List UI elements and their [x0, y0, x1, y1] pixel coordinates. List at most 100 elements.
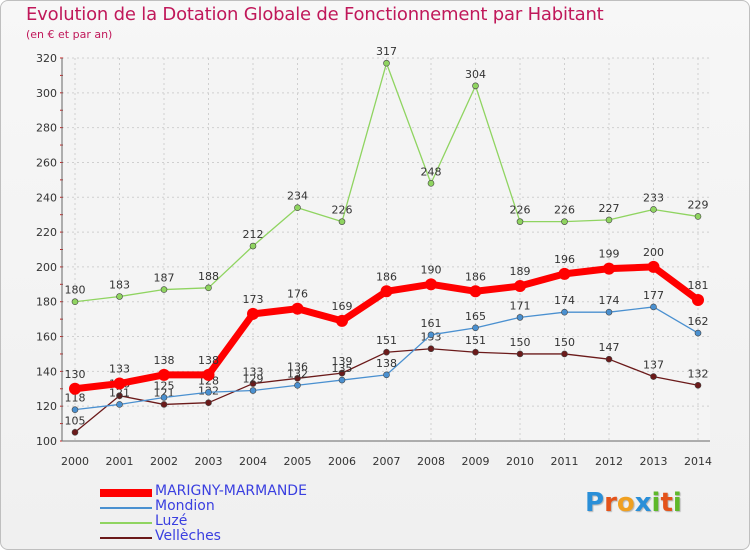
- logo-letter: i: [651, 488, 661, 518]
- data-point: [650, 206, 657, 213]
- legend-label: Vellèches: [155, 528, 221, 544]
- data-label: 125: [154, 379, 175, 392]
- data-label: 118: [65, 392, 86, 405]
- data-point: [338, 376, 346, 384]
- data-label: 138: [198, 354, 219, 367]
- data-point: [647, 260, 660, 273]
- chart-subtitle: (en € et par an): [26, 28, 113, 41]
- data-point: [692, 293, 704, 306]
- data-label: 162: [688, 315, 709, 328]
- logo-letter: x: [634, 488, 652, 518]
- data-point: [160, 394, 168, 401]
- legend-swatch: [100, 522, 152, 524]
- data-point: [603, 262, 615, 275]
- data-label: 174: [554, 294, 575, 307]
- y-tick-label: 120: [36, 400, 57, 413]
- data-label: 199: [599, 248, 620, 261]
- data-point: [336, 314, 348, 327]
- data-label: 176: [287, 288, 308, 301]
- x-tick-label: 2003: [195, 455, 223, 468]
- data-label: 183: [109, 279, 130, 292]
- x-tick-label: 2004: [239, 455, 267, 468]
- y-tick-label: 160: [36, 331, 57, 344]
- data-label: 151: [465, 334, 486, 347]
- data-point: [71, 428, 79, 436]
- data-point: [558, 267, 571, 280]
- data-point: [69, 382, 81, 395]
- data-label: 248: [421, 165, 442, 178]
- data-label: 133: [109, 363, 130, 376]
- data-label: 226: [554, 204, 575, 217]
- data-point: [383, 371, 390, 379]
- y-tick-label: 240: [36, 191, 57, 204]
- data-label: 229: [688, 198, 709, 211]
- data-point: [291, 302, 304, 315]
- data-label: 139: [332, 355, 353, 368]
- data-label: 133: [243, 366, 264, 379]
- y-tick-label: 320: [36, 52, 57, 65]
- data-label: 130: [65, 368, 86, 381]
- data-label: 173: [243, 293, 264, 306]
- data-label: 200: [643, 246, 664, 259]
- data-point: [472, 348, 479, 356]
- data-point: [425, 278, 437, 291]
- data-label: 317: [376, 45, 397, 58]
- data-point: [202, 368, 215, 381]
- data-point: [472, 324, 479, 332]
- data-point: [380, 285, 393, 298]
- data-point: [650, 373, 657, 380]
- legend-label: Luzé: [155, 513, 188, 529]
- x-tick-label: 2014: [684, 455, 712, 468]
- x-tick-label: 2013: [640, 455, 668, 468]
- data-label: 190: [421, 263, 442, 276]
- data-label: 186: [376, 270, 397, 283]
- data-label: 150: [510, 336, 531, 349]
- data-point: [249, 380, 257, 387]
- x-tick-label: 2007: [373, 455, 401, 468]
- data-point: [605, 355, 613, 363]
- x-tick-label: 2012: [595, 455, 623, 468]
- data-point: [249, 242, 257, 250]
- data-label: 121: [109, 386, 130, 399]
- data-point: [205, 399, 212, 407]
- data-point: [561, 308, 568, 316]
- data-point: [247, 307, 259, 320]
- x-tick-label: 2010: [506, 455, 534, 468]
- logo-letter: o: [616, 488, 635, 518]
- data-label: 132: [688, 367, 709, 380]
- x-tick-label: 2011: [551, 455, 579, 468]
- data-point: [516, 314, 524, 321]
- x-tick-label: 2009: [462, 455, 490, 468]
- legend-swatch: [100, 489, 152, 497]
- data-label: 181: [688, 279, 709, 292]
- data-label: 135: [332, 362, 353, 375]
- data-point: [561, 218, 568, 225]
- data-point: [294, 375, 301, 382]
- y-tick-label: 200: [36, 261, 57, 274]
- y-tick-label: 220: [36, 226, 57, 239]
- logo-letter: i: [672, 488, 682, 518]
- logo-letter: t: [660, 488, 673, 518]
- data-point: [514, 280, 526, 293]
- data-point: [694, 381, 702, 389]
- data-label: 105: [65, 414, 86, 427]
- data-label: 177: [643, 289, 664, 302]
- x-tick-label: 2002: [150, 455, 178, 468]
- data-label: 226: [332, 204, 353, 217]
- data-label: 227: [599, 202, 620, 215]
- data-point: [113, 377, 126, 390]
- data-point: [650, 303, 657, 311]
- data-label: 189: [510, 265, 531, 278]
- legend-label: MARIGNY-MARMANDE: [155, 483, 307, 499]
- data-label: 169: [332, 300, 353, 313]
- data-point: [427, 345, 435, 353]
- data-point: [605, 216, 613, 224]
- data-point: [205, 388, 212, 396]
- logo-letter: r: [604, 488, 617, 518]
- data-label: 161: [421, 317, 442, 330]
- data-label: 188: [198, 270, 219, 283]
- data-point: [294, 204, 301, 212]
- x-tick-label: 2001: [106, 455, 134, 468]
- data-label: 138: [154, 354, 175, 367]
